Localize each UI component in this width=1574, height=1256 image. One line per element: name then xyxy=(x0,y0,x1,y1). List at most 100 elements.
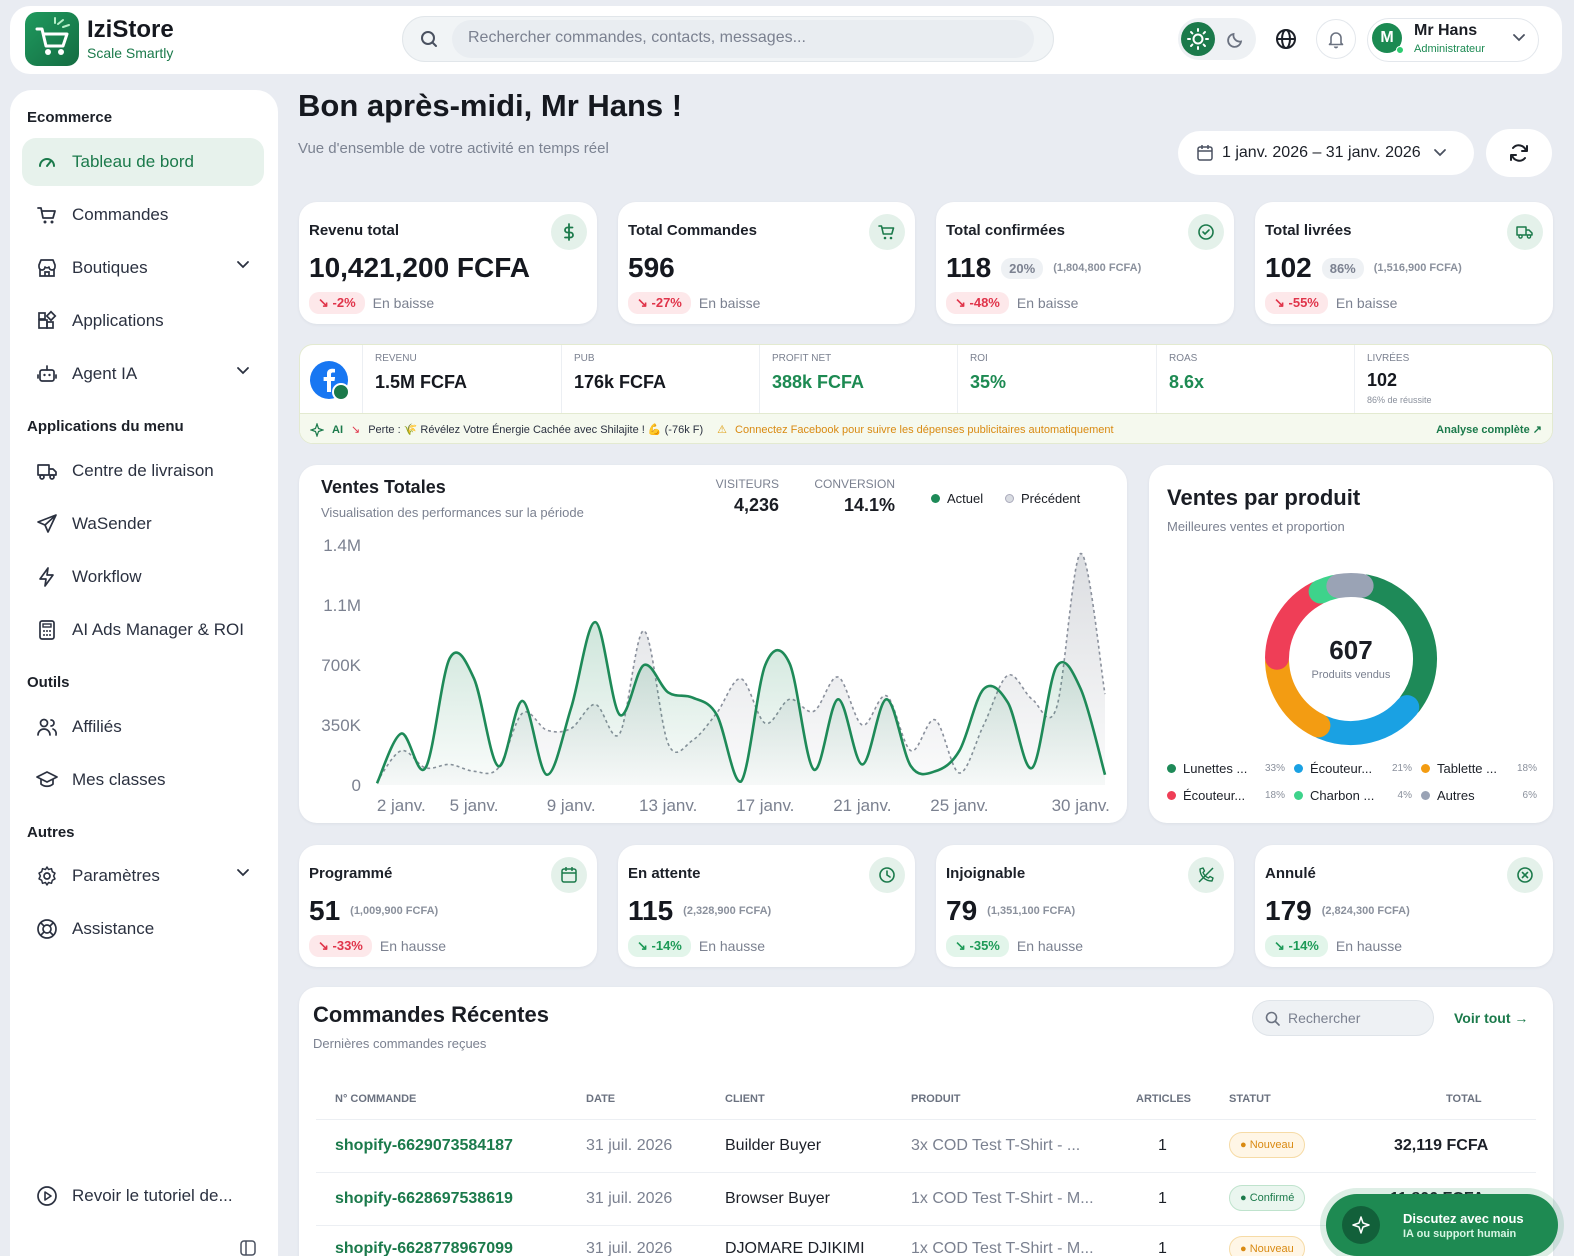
sidebar-item-assistance[interactable]: Assistance xyxy=(22,905,264,953)
row-divider xyxy=(316,1225,1536,1226)
donut-slice[interactable] xyxy=(1354,574,1437,716)
kpi-value: 596 xyxy=(628,252,675,283)
cart-icon xyxy=(37,207,56,224)
col-client[interactable]: CLIENT xyxy=(725,1093,765,1105)
chevron-down-icon[interactable] xyxy=(236,868,250,878)
orders-subtitle: Dernières commandes reçues xyxy=(313,1036,487,1051)
sidebar-item-stores[interactable]: Boutiques xyxy=(22,244,264,292)
col-product[interactable]: PRODUIT xyxy=(911,1093,961,1105)
gear-icon xyxy=(38,866,56,886)
sun-icon[interactable] xyxy=(1181,22,1215,56)
bell-icon[interactable] xyxy=(1316,19,1356,59)
order-date: 31 juil. 2026 xyxy=(586,1240,673,1256)
refresh-button[interactable] xyxy=(1486,129,1552,177)
calendar-icon xyxy=(551,857,587,893)
kpi-value: 10,421,200 FCFA xyxy=(309,252,531,283)
status-card-scheduled: Programmé 51 (1,009,900 FCFA) ↘ -33% En ha… xyxy=(299,845,597,967)
moon-icon[interactable] xyxy=(1226,29,1246,49)
status-badge: ● Nouveau xyxy=(1229,1132,1305,1158)
legend-label: Écouteur... xyxy=(1310,761,1373,776)
col-total[interactable]: TOTAL xyxy=(1446,1093,1482,1105)
kpi-pct: 86% xyxy=(1321,257,1364,279)
legend-item[interactable]: Lunettes ... 33% xyxy=(1167,761,1285,776)
sidebar-item-delivery-center[interactable]: Centre de livraison xyxy=(22,447,264,495)
sidebar-item-orders[interactable]: Commandes xyxy=(22,191,264,239)
globe-icon[interactable] xyxy=(1266,19,1306,59)
sidebar-item-applications[interactable]: Applications xyxy=(22,297,264,345)
sidebar-item-label: AI Ads Manager & ROI xyxy=(72,620,244,639)
chevron-down-icon[interactable] xyxy=(1512,33,1526,43)
facebook-icon xyxy=(310,361,350,401)
brand-tagline: Scale Smartly xyxy=(87,45,174,61)
x-tick-label: 30 janv. xyxy=(1052,796,1110,815)
sidebar-item-label: Centre de livraison xyxy=(72,461,214,480)
y-tick-label: 1.1M xyxy=(323,596,361,615)
sidebar-item-wasender[interactable]: WaSender xyxy=(22,500,264,548)
legend-item[interactable]: Tablette ... 18% xyxy=(1421,761,1537,776)
full-analysis-link[interactable]: Analyse complète ↗ xyxy=(1436,424,1542,436)
legend-item[interactable]: Autres 6% xyxy=(1421,788,1537,803)
col-articles[interactable]: ARTICLES xyxy=(1136,1093,1191,1105)
sparkle-icon xyxy=(310,422,324,437)
chevron-down-icon[interactable] xyxy=(236,366,250,376)
sidebar-item-classes[interactable]: Mes classes xyxy=(22,756,264,804)
order-client: DJOMARE DJIKIMI xyxy=(725,1240,865,1256)
sidebar-item-ai-ads-manager[interactable]: AI Ads Manager & ROI xyxy=(22,606,264,654)
kpi-card-delivered: Total livrées 102 86% (1,516,900 FCFA) ↘ -… xyxy=(1255,202,1553,324)
chevron-down-icon[interactable] xyxy=(236,260,250,270)
global-search-input[interactable]: Rechercher commandes, contacts, messages… xyxy=(452,20,1034,58)
kpi-value-row: 102 86% (1,516,900 FCFA) xyxy=(1265,252,1462,284)
sidebar-item-workflow[interactable]: Workflow xyxy=(22,553,264,601)
send-icon xyxy=(37,514,57,533)
kpi-title: Total livrées xyxy=(1265,222,1352,239)
legend-item[interactable]: Charbon ... 4% xyxy=(1294,788,1412,803)
trend-label: En baisse xyxy=(372,295,435,311)
status-card-pending: En attente 115 (2,328,900 FCFA) ↘ -14% En … xyxy=(618,845,915,967)
kpi-pct: 20% xyxy=(1001,257,1044,279)
trend-label: En baisse xyxy=(1335,295,1398,311)
legend-pct: 33% xyxy=(1264,763,1285,774)
collapse-sidebar-icon[interactable] xyxy=(240,1240,256,1256)
sidebar-item-settings[interactable]: Paramètres xyxy=(22,852,264,900)
sidebar-item-dashboard[interactable]: Tableau de bord xyxy=(22,138,264,186)
chat-line1: Discutez avec nous xyxy=(1403,1211,1524,1226)
donut-slice[interactable] xyxy=(1265,650,1331,738)
order-id[interactable]: shopify-6628778967099 xyxy=(335,1240,513,1256)
x-tick-label: 5 janv. xyxy=(450,796,499,815)
legend-item[interactable]: Écouteur... 21% xyxy=(1294,761,1412,776)
page-subtitle: Vue d'ensemble de votre activité en temp… xyxy=(298,140,609,157)
donut-slice[interactable] xyxy=(1310,695,1420,745)
legend-current[interactable]: Actuel xyxy=(931,491,983,506)
fb-metric-ads: PUB 176k FCFA xyxy=(561,345,760,413)
store-logo-icon[interactable] xyxy=(25,12,79,66)
order-date: 31 juil. 2026 xyxy=(586,1137,673,1154)
legend-item[interactable]: Écouteur... 18% xyxy=(1167,788,1285,803)
sidebar-item-affiliates[interactable]: Affiliés xyxy=(22,703,264,751)
donut-slice[interactable] xyxy=(1326,573,1374,599)
legend-dot xyxy=(1421,764,1430,773)
donut-slice[interactable] xyxy=(1265,581,1329,670)
col-date[interactable]: DATE xyxy=(586,1093,616,1105)
order-id[interactable]: shopify-6628697538619 xyxy=(335,1190,513,1207)
orders-search-input[interactable]: Rechercher xyxy=(1252,1000,1434,1036)
support-chat-button[interactable]: Discutez avec nous IA ou support humain xyxy=(1326,1194,1558,1256)
col-order-id[interactable]: N° COMMANDE xyxy=(335,1093,417,1105)
kpi-amount: (1,804,800 FCFA) xyxy=(1053,262,1142,274)
user-name: Mr Hans xyxy=(1414,22,1478,39)
sidebar-item-label: Mes classes xyxy=(72,770,166,789)
trend-badge: ↘ -2% xyxy=(309,292,365,314)
store-icon xyxy=(38,259,56,277)
order-id[interactable]: shopify-6629073584187 xyxy=(335,1137,513,1154)
status-title: Programmé xyxy=(309,865,393,882)
sidebar-item-label: Revoir le tutoriel de... xyxy=(72,1186,233,1205)
order-total: 32,119 FCFA xyxy=(1394,1137,1489,1154)
date-range-picker[interactable]: 1 janv. 2026 – 31 janv. 2026 xyxy=(1178,131,1474,175)
sidebar-item-ai-agent[interactable]: Agent IA xyxy=(22,350,264,398)
sidebar-item-tutorial[interactable]: Revoir le tutoriel de... xyxy=(22,1172,264,1220)
sidebar-section-ecommerce: Ecommerce xyxy=(27,109,113,126)
apps-icon xyxy=(38,310,57,329)
legend-previous[interactable]: Précédent xyxy=(1005,491,1080,506)
fb-metric-roas: ROAS 8.6x xyxy=(1156,345,1355,413)
see-all-link[interactable]: Voir tout → xyxy=(1454,1010,1529,1026)
col-status[interactable]: STATUT xyxy=(1229,1093,1271,1105)
